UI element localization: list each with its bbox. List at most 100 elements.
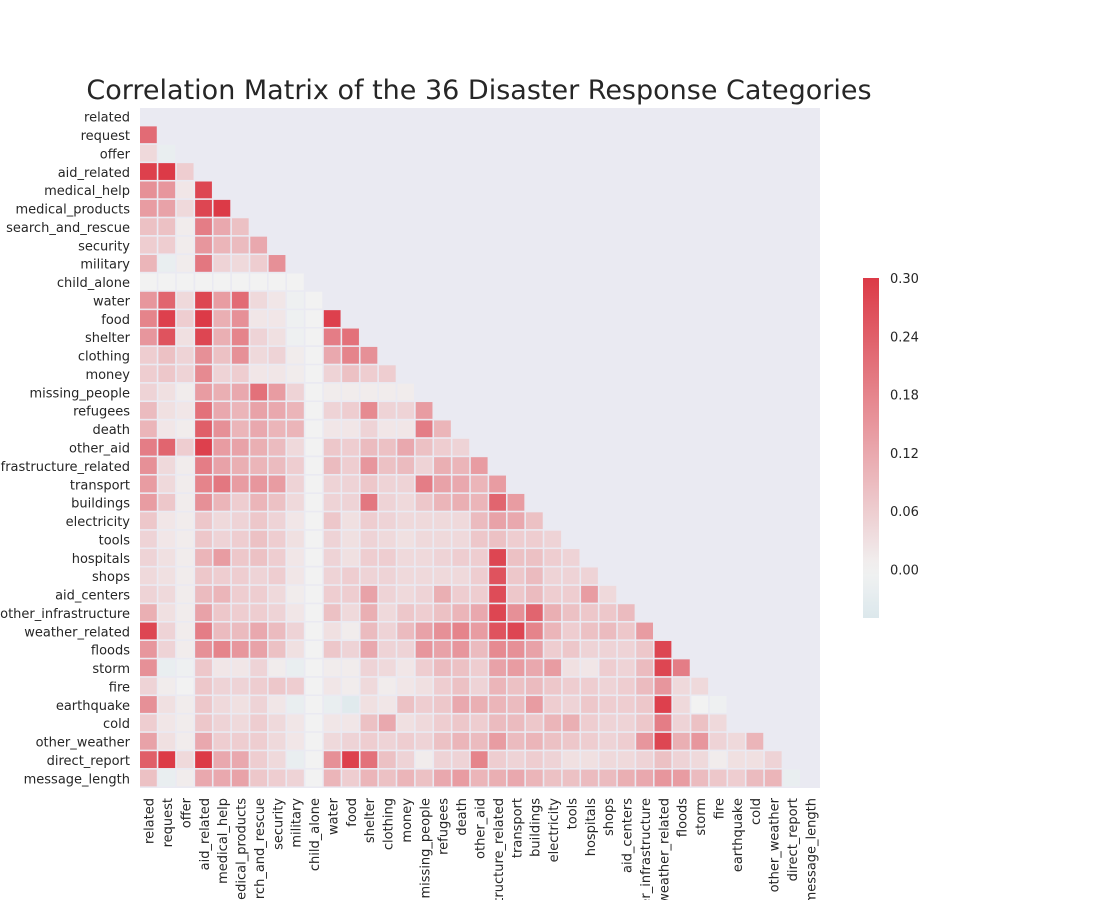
heatmap-masked-cell [562, 402, 580, 419]
x-tick-label-request: request [161, 798, 176, 847]
heatmap-cell-transport-death [452, 475, 470, 493]
x-tick-label-clothing: clothing [382, 798, 397, 850]
heatmap-masked-cell [378, 273, 396, 291]
y-tick-label-direct_report: direct_report [47, 754, 130, 769]
heatmap-cell-message_length-shelter [360, 769, 378, 787]
heatmap-masked-cell [764, 291, 782, 309]
heatmap-masked-cell [489, 420, 506, 438]
y-tick-label-request: request [81, 129, 130, 144]
heatmap-cell-other_weather-related [140, 732, 157, 750]
heatmap-cell-death-water [323, 420, 341, 438]
heatmap-masked-cell [250, 163, 268, 180]
heatmap-masked-cell [470, 365, 488, 383]
heatmap-masked-cell [452, 346, 470, 364]
heatmap-cell-infrastructure_related-death [452, 457, 470, 474]
heatmap-masked-cell [360, 199, 378, 217]
heatmap-masked-cell [250, 218, 268, 236]
heatmap-cell-death-food [342, 420, 359, 438]
heatmap-cell-earthquake-other_infrastructure [636, 696, 653, 713]
heatmap-cell-other_infrastructure-military [287, 604, 304, 621]
colorbar-gradient [863, 278, 879, 618]
heatmap-masked-cell [617, 475, 635, 493]
heatmap-cell-infrastructure_related-child_alone [305, 457, 323, 474]
heatmap-masked-cell [746, 346, 764, 364]
heatmap-cell-shops-money [397, 567, 415, 585]
heatmap-cell-electricity-clothing [378, 512, 396, 530]
heatmap-masked-cell [581, 328, 598, 346]
heatmap-masked-cell [728, 181, 745, 199]
heatmap-cell-cold-shelter [360, 714, 378, 732]
heatmap-masked-cell [654, 549, 672, 566]
heatmap-masked-cell [562, 236, 580, 254]
heatmap-masked-cell [489, 218, 506, 236]
heatmap-masked-cell [746, 255, 764, 272]
heatmap-masked-cell [783, 696, 801, 713]
heatmap-cell-other_weather-earthquake [728, 732, 745, 750]
y-tick-label-food: food [101, 313, 130, 328]
heatmap-cell-shops-child_alone [305, 567, 323, 585]
heatmap-masked-cell [268, 108, 286, 125]
heatmap-masked-cell [801, 255, 819, 272]
heatmap-masked-cell [801, 696, 819, 713]
heatmap-masked-cell [636, 530, 653, 548]
heatmap-masked-cell [581, 457, 598, 474]
heatmap-masked-cell [746, 659, 764, 677]
heatmap-cell-death-child_alone [305, 420, 323, 438]
heatmap-masked-cell [801, 714, 819, 732]
heatmap-cell-transport-water [323, 475, 341, 493]
heatmap-masked-cell [599, 291, 617, 309]
x-tick-label-refugees: refugees [437, 798, 452, 855]
heatmap-masked-cell [783, 108, 801, 125]
heatmap-cell-other_infrastructure-child_alone [305, 604, 323, 621]
heatmap-masked-cell [231, 163, 249, 180]
y-tick-label-storm: storm [92, 662, 130, 677]
heatmap-cell-buildings-shelter [360, 493, 378, 511]
heatmap-masked-cell [746, 696, 764, 713]
heatmap-masked-cell [507, 218, 525, 236]
heatmap-cell-aid_centers-transport [507, 585, 525, 603]
heatmap-cell-message_length-missing_people [415, 769, 433, 787]
heatmap-masked-cell [397, 365, 415, 383]
heatmap-masked-cell [581, 163, 598, 180]
x-tick-label-medical_help: medical_help [216, 798, 231, 884]
heatmap-masked-cell [764, 457, 782, 474]
heatmap-cell-cold-related [140, 714, 157, 732]
heatmap-masked-cell [691, 438, 709, 456]
heatmap-masked-cell [544, 273, 562, 291]
heatmap-masked-cell [691, 512, 709, 530]
heatmap-masked-cell [709, 310, 727, 327]
heatmap-masked-cell [728, 677, 745, 695]
heatmap-masked-cell [728, 144, 745, 162]
heatmap-cell-shops-shelter [360, 567, 378, 585]
heatmap-masked-cell [599, 255, 617, 272]
heatmap-masked-cell [654, 622, 672, 640]
heatmap-masked-cell [544, 291, 562, 309]
heatmap-cell-infrastructure_related-refugees [434, 457, 451, 474]
heatmap-cell-electricity-buildings [525, 512, 543, 530]
heatmap-cell-direct_report-money [397, 751, 415, 769]
heatmap-masked-cell [691, 549, 709, 566]
heatmap-cell-fire-food [342, 677, 359, 695]
heatmap-masked-cell [672, 273, 690, 291]
heatmap-cell-direct_report-aid_centers [617, 751, 635, 769]
heatmap-masked-cell [672, 622, 690, 640]
heatmap-cell-earthquake-electricity [544, 696, 562, 713]
heatmap-masked-cell [544, 512, 562, 530]
heatmap-cell-refugees-security [268, 402, 286, 419]
heatmap-cell-shelter-military [287, 328, 304, 346]
heatmap-masked-cell [287, 218, 304, 236]
heatmap-cell-storm-military [287, 659, 304, 677]
y-tick-label-floods: floods [91, 644, 130, 659]
heatmap-masked-cell [636, 475, 653, 493]
heatmap-masked-cell [764, 181, 782, 199]
heatmap-masked-cell [434, 346, 451, 364]
heatmap-masked-cell [691, 346, 709, 364]
heatmap-masked-cell [581, 199, 598, 217]
heatmap-cell-hospitals-military [287, 549, 304, 566]
heatmap-cell-tools-medical_help [213, 530, 231, 548]
heatmap-masked-cell [746, 530, 764, 548]
heatmap-cell-infrastructure_related-military [287, 457, 304, 474]
heatmap-masked-cell [342, 181, 359, 199]
heatmap-masked-cell [672, 346, 690, 364]
heatmap-cell-earthquake-water [323, 696, 341, 713]
